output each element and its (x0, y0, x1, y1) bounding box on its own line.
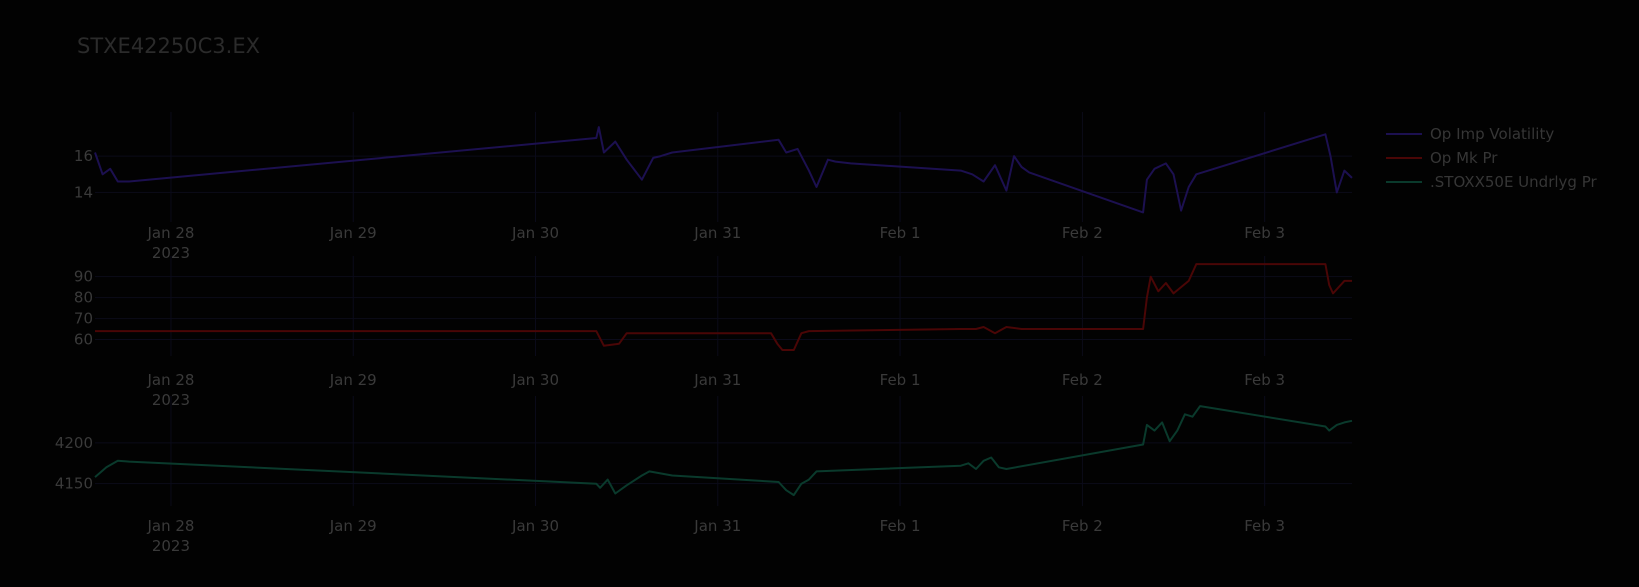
legend-item-1[interactable]: Op Imp Volatility (1386, 125, 1554, 143)
x-tick-label: Jan 30 (511, 224, 559, 242)
axis-layer: 14 16 Jan 28 2023 Jan 29 Jan 30 Jan 31 Feb 1 Feb… (55, 147, 1285, 555)
legend-label: Op Mk Pr (1430, 149, 1498, 167)
x-tick-label: Jan 30 (511, 371, 559, 389)
x-tick-label: Jan 31 (693, 224, 741, 242)
legend-item-3[interactable]: .STOXX50E Undrlyg Pr (1386, 173, 1597, 191)
x-tick-year-label: 2023 (152, 391, 190, 409)
grid-layer (95, 112, 1352, 506)
x-tick-label: Feb 2 (1062, 224, 1103, 242)
x-tick-label: Feb 1 (880, 517, 921, 535)
x-tick-label: Jan 28 (146, 371, 194, 389)
x-tick-label: Feb 1 (880, 224, 921, 242)
y-tick-label: 90 (74, 268, 93, 286)
x-tick-label: Feb 3 (1244, 371, 1285, 389)
y-tick-label: 14 (74, 183, 93, 201)
chart-title: STXE42250C3.EX (77, 34, 260, 58)
x-tick-label: Jan 29 (329, 517, 377, 535)
series-layer (94, 126, 1353, 497)
x-tick-label: Feb 2 (1062, 371, 1103, 389)
y-tick-label: 80 (74, 289, 93, 307)
series-line-3 (94, 405, 1353, 497)
y-tick-label: 70 (74, 310, 93, 328)
y-tick-label: 60 (74, 331, 93, 349)
x-tick-label: Jan 30 (511, 517, 559, 535)
x-tick-label: Jan 31 (693, 371, 741, 389)
legend-item-2[interactable]: Op Mk Pr (1386, 149, 1498, 167)
y-tick-label: 16 (74, 147, 93, 165)
y-tick-label: 4200 (55, 434, 93, 452)
x-tick-label: Feb 1 (880, 371, 921, 389)
legend-label: .STOXX50E Undrlyg Pr (1430, 173, 1597, 191)
x-tick-label: Feb 2 (1062, 517, 1103, 535)
y-tick-label: 4150 (55, 475, 93, 493)
x-tick-label: Feb 3 (1244, 517, 1285, 535)
x-tick-year-label: 2023 (152, 537, 190, 555)
series-line-1 (94, 126, 1353, 214)
legend-label: Op Imp Volatility (1430, 125, 1554, 143)
x-tick-label: Feb 3 (1244, 224, 1285, 242)
x-tick-label: Jan 29 (329, 371, 377, 389)
series-line-2 (95, 263, 1352, 351)
x-tick-label: Jan 31 (693, 517, 741, 535)
x-tick-label: Jan 28 (146, 517, 194, 535)
legend[interactable]: Op Imp Volatility Op Mk Pr .STOXX50E Undrl… (1386, 125, 1597, 191)
x-tick-label: Jan 29 (329, 224, 377, 242)
x-tick-year-label: 2023 (152, 244, 190, 262)
x-tick-label: Jan 28 (146, 224, 194, 242)
